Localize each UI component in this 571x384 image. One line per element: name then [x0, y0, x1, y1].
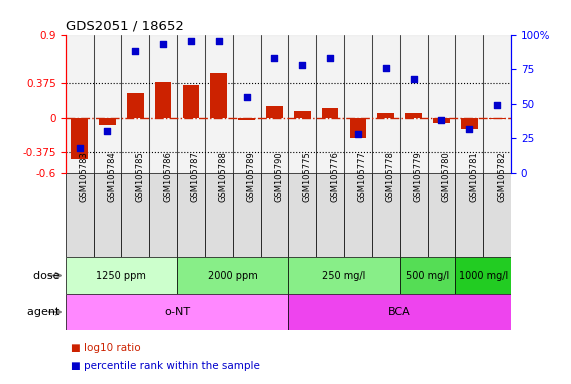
- Bar: [149, 35, 177, 173]
- Text: GDS2051 / 18652: GDS2051 / 18652: [66, 19, 183, 32]
- Text: ■ log10 ratio: ■ log10 ratio: [71, 343, 141, 353]
- Bar: [66, 35, 94, 173]
- Text: GSM105777: GSM105777: [358, 152, 367, 202]
- Bar: [183, 85, 199, 118]
- Bar: [205, 173, 233, 257]
- Bar: [461, 118, 477, 129]
- Text: GSM105789: GSM105789: [247, 152, 256, 202]
- Text: agent: agent: [27, 307, 63, 317]
- Text: GSM105781: GSM105781: [469, 152, 478, 202]
- Text: 1250 ppm: 1250 ppm: [96, 270, 146, 281]
- Point: [381, 65, 391, 71]
- Point: [493, 102, 502, 108]
- Point: [270, 55, 279, 61]
- Point: [131, 48, 140, 54]
- Bar: [66, 173, 94, 257]
- Bar: [316, 35, 344, 173]
- Bar: [372, 35, 400, 173]
- Bar: [288, 35, 316, 173]
- Bar: [349, 118, 367, 138]
- Text: GSM105780: GSM105780: [441, 152, 451, 202]
- Bar: [372, 173, 400, 257]
- Text: 1000 mg/l: 1000 mg/l: [459, 270, 508, 281]
- Point: [159, 41, 168, 47]
- Bar: [483, 35, 511, 173]
- Bar: [405, 113, 422, 118]
- Text: GSM105790: GSM105790: [275, 152, 283, 202]
- Bar: [288, 257, 400, 294]
- Text: 250 mg/l: 250 mg/l: [323, 270, 365, 281]
- Text: GSM105786: GSM105786: [163, 152, 172, 202]
- Bar: [127, 93, 144, 118]
- Bar: [344, 173, 372, 257]
- Bar: [99, 118, 116, 125]
- Point: [465, 126, 474, 132]
- Bar: [456, 35, 483, 173]
- Bar: [238, 118, 255, 120]
- Bar: [377, 113, 394, 118]
- Bar: [400, 257, 456, 294]
- Text: GSM105778: GSM105778: [386, 152, 395, 202]
- Bar: [94, 35, 122, 173]
- Bar: [489, 118, 505, 119]
- Bar: [94, 173, 122, 257]
- Bar: [294, 111, 311, 118]
- Text: GSM105783: GSM105783: [79, 152, 89, 202]
- Text: 2000 ppm: 2000 ppm: [208, 270, 258, 281]
- Bar: [155, 83, 171, 118]
- Bar: [122, 173, 149, 257]
- Text: ■ percentile rank within the sample: ■ percentile rank within the sample: [71, 361, 260, 371]
- Bar: [344, 35, 372, 173]
- Bar: [177, 257, 288, 294]
- Point: [75, 145, 84, 151]
- Point: [297, 62, 307, 68]
- Text: GSM105776: GSM105776: [330, 152, 339, 202]
- Text: GSM105785: GSM105785: [135, 152, 144, 202]
- Text: GSM105784: GSM105784: [107, 152, 116, 202]
- Point: [103, 128, 112, 134]
- Bar: [288, 294, 511, 330]
- Text: 500 mg/l: 500 mg/l: [406, 270, 449, 281]
- Bar: [456, 173, 483, 257]
- Bar: [260, 173, 288, 257]
- Bar: [428, 173, 456, 257]
- Bar: [322, 108, 339, 118]
- Point: [214, 38, 223, 45]
- Bar: [205, 35, 233, 173]
- Bar: [483, 173, 511, 257]
- Text: GSM105782: GSM105782: [497, 152, 506, 202]
- Point: [353, 131, 363, 137]
- Bar: [260, 35, 288, 173]
- Bar: [210, 73, 227, 118]
- Bar: [122, 35, 149, 173]
- Bar: [433, 118, 450, 123]
- Text: GSM105787: GSM105787: [191, 152, 200, 202]
- Text: dose: dose: [33, 270, 63, 281]
- Bar: [316, 173, 344, 257]
- Text: GSM105775: GSM105775: [302, 152, 311, 202]
- Bar: [177, 35, 205, 173]
- Bar: [400, 35, 428, 173]
- Bar: [266, 106, 283, 118]
- Bar: [233, 35, 260, 173]
- Bar: [400, 173, 428, 257]
- Text: GSM105779: GSM105779: [413, 152, 423, 202]
- Point: [437, 117, 446, 123]
- Point: [409, 76, 418, 82]
- Bar: [66, 257, 177, 294]
- Bar: [177, 173, 205, 257]
- Bar: [456, 257, 511, 294]
- Point: [242, 94, 251, 100]
- Bar: [66, 294, 288, 330]
- Bar: [288, 173, 316, 257]
- Bar: [428, 35, 456, 173]
- Point: [186, 38, 195, 45]
- Bar: [149, 173, 177, 257]
- Text: BCA: BCA: [388, 307, 411, 317]
- Point: [325, 55, 335, 61]
- Text: GSM105788: GSM105788: [219, 152, 228, 202]
- Bar: [71, 118, 88, 159]
- Text: o-NT: o-NT: [164, 307, 190, 317]
- Bar: [233, 173, 260, 257]
